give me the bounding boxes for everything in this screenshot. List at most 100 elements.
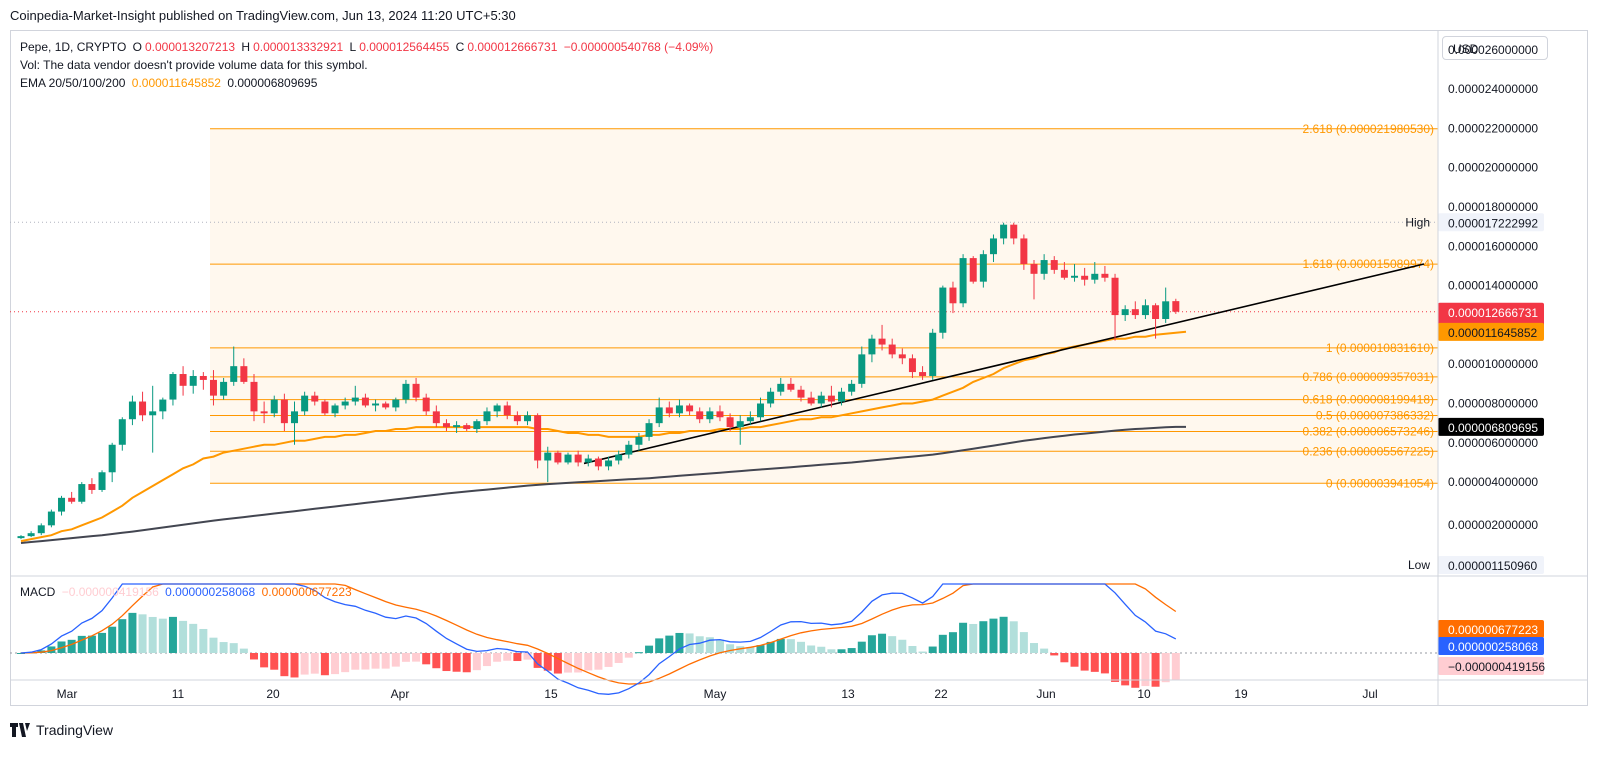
candle	[1141, 305, 1149, 316]
candle	[959, 258, 967, 304]
macd-histogram-bar	[1171, 653, 1180, 681]
chart-frame	[10, 30, 1588, 706]
candle	[392, 399, 400, 408]
macd-label: MACD	[20, 585, 56, 599]
macd-histogram-bar	[817, 646, 826, 653]
publisher-bar: Coinpedia-Market-Insight published on Tr…	[0, 0, 1600, 30]
macd-histogram-bar	[736, 646, 745, 653]
macd-histogram-bar	[1151, 653, 1160, 687]
candle	[787, 383, 795, 390]
candle	[37, 525, 45, 534]
macd-histogram-bar	[1141, 653, 1150, 687]
candle	[1111, 277, 1119, 316]
ema-slow-line	[20, 425, 1186, 544]
candle	[736, 421, 744, 428]
candle	[777, 383, 785, 392]
macd-histogram-bar	[98, 632, 107, 653]
x-tick-label: 11	[172, 687, 185, 701]
macd-histogram-bar	[199, 628, 208, 653]
candle	[726, 417, 734, 428]
x-tick-label: May	[704, 687, 727, 701]
macd-histogram-bar	[847, 648, 856, 653]
candle	[27, 533, 35, 537]
macd-histogram-bar	[77, 635, 86, 653]
candle	[1162, 301, 1170, 320]
candle	[1060, 269, 1068, 278]
candle	[1121, 309, 1129, 316]
candle	[432, 411, 440, 424]
candle	[554, 452, 562, 463]
macd-histogram-bar	[503, 653, 512, 661]
macd-histogram-bar	[138, 614, 147, 653]
candle	[209, 379, 217, 396]
macd-histogram-bar	[614, 653, 623, 663]
candle	[402, 383, 410, 400]
y-tick-label: 0.000006000000	[1448, 436, 1538, 450]
macd-histogram-bar	[148, 616, 157, 653]
high-tag-label: High	[1405, 215, 1430, 229]
candle	[412, 383, 420, 398]
currency-selector[interactable]: USD	[1442, 36, 1548, 60]
fib-label: 0.382 (0.000006573246)	[1303, 425, 1434, 439]
last-price-badge-text: 0.000012666731	[1448, 306, 1538, 320]
candle	[301, 395, 309, 412]
macd-histogram-bar	[726, 644, 735, 653]
macd-signal-badge	[1438, 620, 1544, 638]
candle	[108, 444, 116, 473]
y-tick-label: 0.000026000000	[1448, 43, 1538, 57]
y-tick-label: 0.000008000000	[1448, 397, 1538, 411]
trend-line	[583, 263, 1425, 465]
macd-histogram-bar	[624, 653, 633, 658]
candle	[858, 354, 866, 384]
fib-label: 1.618 (0.000015089974)	[1303, 257, 1434, 271]
candle	[939, 287, 947, 333]
ema-fast-line	[20, 330, 1187, 543]
candle	[199, 375, 207, 380]
macd-histogram-bar	[87, 635, 96, 653]
candle	[1000, 224, 1008, 239]
candle	[564, 454, 572, 463]
macd-hist-value: −0.000000419156	[61, 585, 159, 599]
candle	[47, 511, 55, 526]
y-tick-label: 0.000024000000	[1448, 82, 1538, 96]
macd-histogram-bar	[948, 632, 957, 653]
macd-histogram-bar	[837, 649, 846, 653]
tradingview-logo[interactable]: TradingView	[10, 722, 113, 738]
candle	[665, 407, 673, 414]
candle	[929, 332, 937, 376]
candle	[878, 338, 886, 345]
macd-hist-badge	[1438, 657, 1544, 675]
y-tick-label: 0.000010000000	[1448, 357, 1538, 371]
candle	[351, 397, 359, 402]
fib-label: 0.618 (0.000008199418)	[1303, 393, 1434, 407]
macd-histogram-bar	[898, 639, 907, 653]
macd-histogram-bar	[807, 645, 816, 653]
candle	[838, 391, 846, 402]
candle	[594, 458, 602, 467]
candle	[240, 366, 248, 382]
candle	[524, 415, 531, 422]
y-tick-label: 0.000016000000	[1448, 239, 1538, 253]
macd-histogram-bar	[1070, 653, 1079, 667]
fib-label: 0.786 (0.000009357031)	[1303, 370, 1434, 384]
candle	[1050, 260, 1058, 270]
fib-label: 0.5 (0.000007386332)	[1316, 409, 1434, 423]
symbol-label: Pepe, 1D, CRYPTO	[20, 40, 127, 54]
macd-histogram-bar	[189, 623, 198, 653]
candle	[331, 405, 339, 414]
candle	[908, 358, 916, 373]
macd-signal-badge-text: 0.000000677223	[1448, 623, 1538, 637]
macd-line-value: 0.000000258068	[165, 585, 256, 599]
candle	[179, 374, 187, 386]
macd-histogram-bar	[47, 646, 56, 653]
candle	[78, 484, 86, 502]
macd-histogram-bar	[280, 653, 289, 677]
macd-axis-label: 0.000002000000	[1448, 518, 1538, 532]
macd-histogram-bar	[938, 634, 947, 653]
candle	[635, 436, 643, 445]
candle	[463, 425, 471, 430]
fib-label: 1 (0.000010831610)	[1326, 341, 1434, 355]
macd-histogram-bar	[918, 651, 927, 653]
ema-fast-badge	[1438, 322, 1544, 341]
